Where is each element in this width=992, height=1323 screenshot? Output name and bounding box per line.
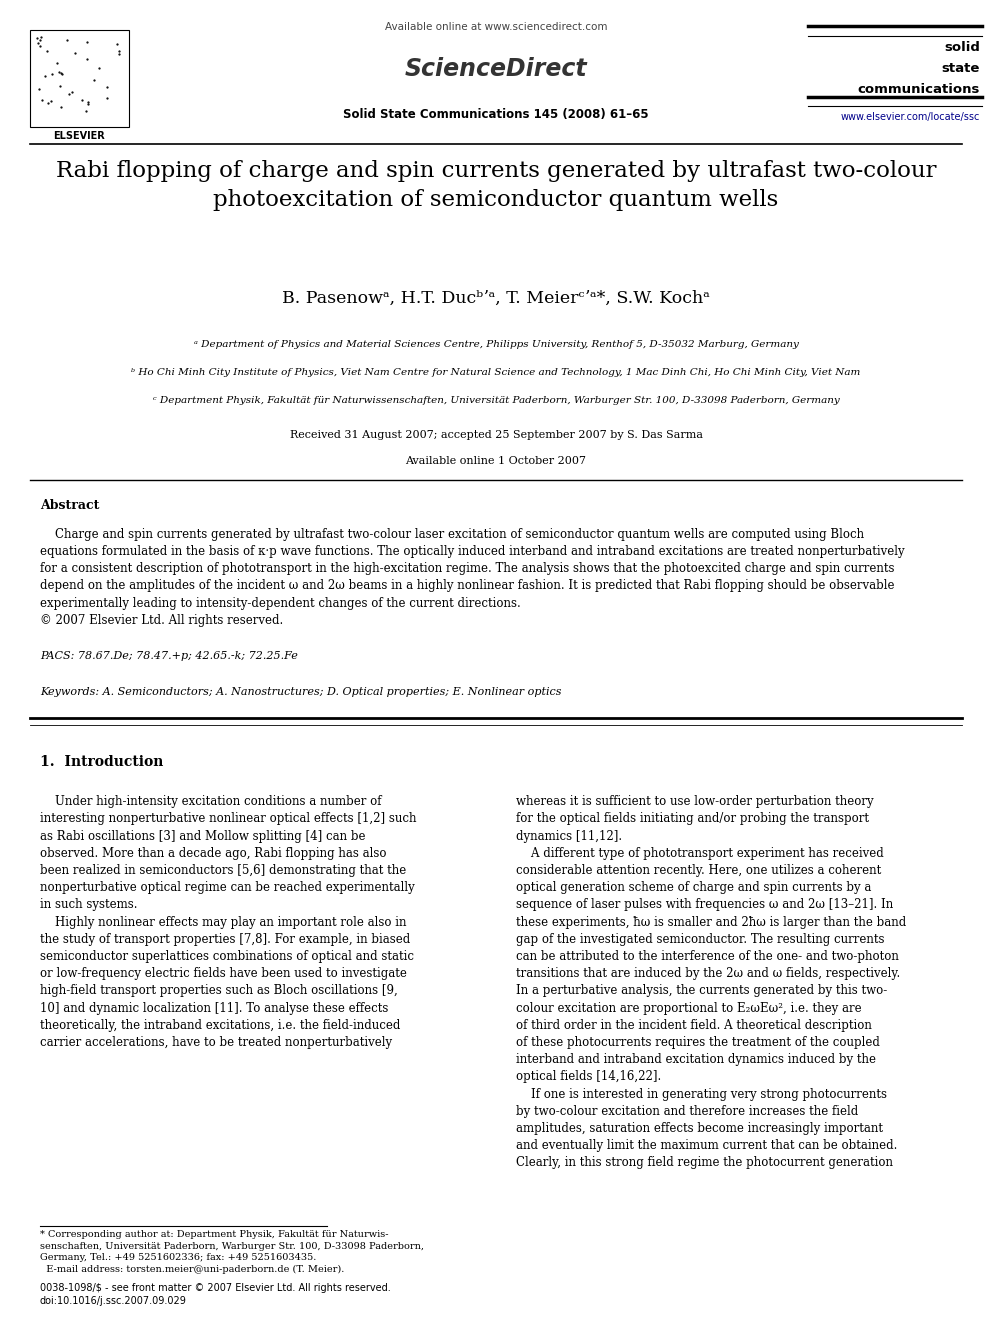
Bar [30,30,129,127]
Text: 1.  Introduction: 1. Introduction [40,755,163,770]
Text: ScienceDirect: ScienceDirect [405,57,587,81]
Text: www.elsevier.com/locate/ssc: www.elsevier.com/locate/ssc [841,112,980,123]
Text: communications: communications [858,83,980,97]
Text: * Corresponding author at: Department Physik, Fakultät für Naturwis-
senschaften: * Corresponding author at: Department Ph… [40,1230,424,1274]
Text: Abstract: Abstract [40,499,99,512]
Text: Keywords: A. Semiconductors; A. Nanostructures; D. Optical properties; E. Nonlin: Keywords: A. Semiconductors; A. Nanostru… [40,687,561,697]
Text: whereas it is sufficient to use low-order perturbation theory
for the optical fi: whereas it is sufficient to use low-orde… [516,795,906,1170]
Text: Rabi flopping of charge and spin currents generated by ultrafast two-colour
phot: Rabi flopping of charge and spin current… [56,160,936,210]
Text: Under high-intensity excitation conditions a number of
interesting nonperturbati: Under high-intensity excitation conditio… [40,795,417,1049]
Text: Available online 1 October 2007: Available online 1 October 2007 [406,456,586,467]
Text: ᵃ Department of Physics and Material Sciences Centre, Philipps University, Renth: ᵃ Department of Physics and Material Sci… [193,340,799,349]
Text: ELSEVIER: ELSEVIER [54,131,105,142]
Text: Received 31 August 2007; accepted 25 September 2007 by S. Das Sarma: Received 31 August 2007; accepted 25 Sep… [290,430,702,441]
Text: ᵇ Ho Chi Minh City Institute of Physics, Viet Nam Centre for Natural Science and: ᵇ Ho Chi Minh City Institute of Physics,… [131,368,861,377]
Text: solid: solid [944,41,980,54]
Text: ᶜ Department Physik, Fakultät für Naturwissenschaften, Universität Paderborn, Wa: ᶜ Department Physik, Fakultät für Naturw… [153,396,839,405]
Text: state: state [941,62,980,75]
Text: 0038-1098/$ - see front matter © 2007 Elsevier Ltd. All rights reserved.
doi:10.: 0038-1098/$ - see front matter © 2007 El… [40,1283,391,1306]
Text: Available online at www.sciencedirect.com: Available online at www.sciencedirect.co… [385,22,607,33]
Text: B. Pasenowᵃ, H.T. Ducᵇʼᵃ, T. Meierᶜʼᵃ*, S.W. Kochᵃ: B. Pasenowᵃ, H.T. Ducᵇʼᵃ, T. Meierᶜʼᵃ*, … [282,290,710,307]
Text: Solid State Communications 145 (2008) 61–65: Solid State Communications 145 (2008) 61… [343,108,649,122]
Text: PACS: 78.67.De; 78.47.+p; 42.65.-k; 72.25.Fe: PACS: 78.67.De; 78.47.+p; 42.65.-k; 72.2… [40,651,298,662]
Text: Charge and spin currents generated by ultrafast two-colour laser excitation of s: Charge and spin currents generated by ul… [40,528,905,627]
